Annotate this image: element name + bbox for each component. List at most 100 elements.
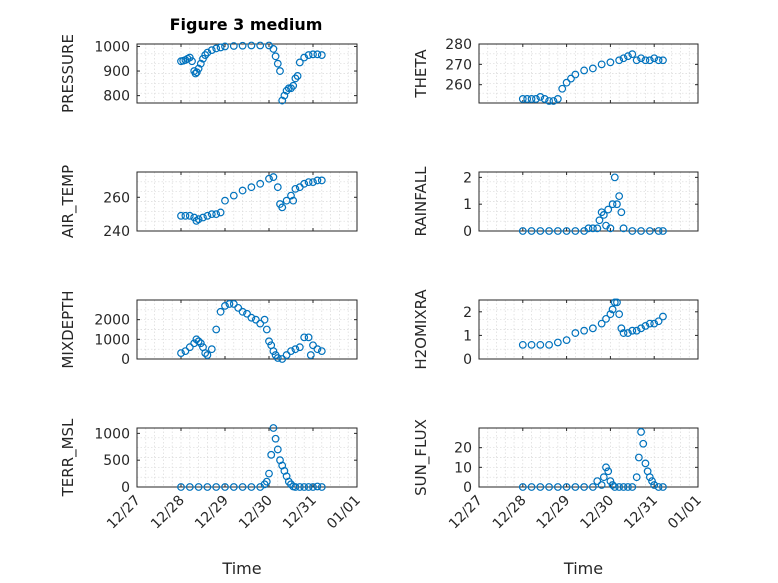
data-point bbox=[599, 473, 608, 482]
axes-frame bbox=[478, 43, 699, 104]
data-point bbox=[518, 340, 527, 349]
data-point bbox=[588, 483, 597, 491]
y-tick-label: 260 bbox=[445, 78, 472, 94]
y-axis-label: PRESSURE bbox=[59, 34, 77, 113]
data-point bbox=[273, 183, 282, 192]
data-point bbox=[229, 300, 238, 308]
data-point bbox=[632, 473, 641, 482]
data-point bbox=[313, 50, 322, 59]
data-point bbox=[584, 224, 593, 233]
y-tick-label: 0 bbox=[121, 352, 130, 368]
y-tick-label: 280 bbox=[445, 37, 472, 53]
data-point bbox=[221, 196, 229, 205]
x-tick-label: 01/01 bbox=[665, 493, 705, 533]
data-point bbox=[641, 322, 650, 330]
data-point bbox=[201, 51, 210, 59]
data-point bbox=[247, 183, 256, 192]
data-point bbox=[262, 477, 271, 486]
data-point bbox=[212, 325, 221, 334]
data-point bbox=[650, 481, 659, 489]
data-point bbox=[229, 191, 238, 200]
data-point bbox=[185, 483, 194, 491]
data-point bbox=[659, 56, 667, 65]
data-point bbox=[545, 483, 553, 491]
data-point bbox=[624, 329, 632, 337]
data-point bbox=[615, 56, 624, 65]
data-point bbox=[317, 176, 326, 185]
data-point bbox=[247, 313, 256, 322]
data-point bbox=[207, 345, 216, 354]
subplot-3: 240 260 AIR_TEMP bbox=[59, 165, 358, 240]
data-point bbox=[317, 483, 326, 491]
y-axis-label: TERR_MSL bbox=[59, 418, 78, 497]
data-point bbox=[604, 467, 613, 476]
data-point bbox=[273, 445, 282, 454]
data-point bbox=[659, 227, 667, 235]
data-point bbox=[604, 205, 613, 214]
data-point bbox=[641, 56, 650, 65]
data-point bbox=[536, 483, 545, 491]
figure-title: Figure 3 medium bbox=[170, 15, 323, 34]
y-tick-label: 2 bbox=[463, 305, 472, 321]
data-point bbox=[595, 216, 604, 225]
data-point bbox=[619, 329, 628, 337]
data-point bbox=[309, 50, 317, 59]
data-point bbox=[309, 483, 317, 491]
data-point bbox=[300, 179, 309, 188]
data-point bbox=[192, 335, 201, 344]
data-point bbox=[194, 337, 203, 346]
data-point bbox=[645, 227, 654, 235]
data-point bbox=[637, 54, 645, 63]
data-point bbox=[293, 72, 302, 80]
data-point bbox=[256, 41, 265, 50]
data-point bbox=[639, 439, 648, 448]
y-tick-label: 1 bbox=[463, 197, 472, 213]
data-point bbox=[300, 53, 309, 62]
x-tick-label: 12/28 bbox=[490, 493, 530, 533]
data-point bbox=[597, 60, 606, 69]
x-tick-label: 12/27 bbox=[446, 493, 486, 533]
data-point bbox=[309, 341, 317, 350]
grid-lines bbox=[479, 172, 698, 231]
y-tick-label: 0 bbox=[121, 480, 130, 496]
data-point bbox=[540, 95, 549, 103]
data-point bbox=[562, 336, 571, 345]
y-axis-label: SUN_FLUX bbox=[412, 419, 431, 496]
data-point bbox=[203, 211, 212, 220]
data-point bbox=[553, 338, 562, 347]
y-tick-label: 2000 bbox=[94, 313, 130, 329]
data-point bbox=[610, 298, 619, 307]
data-point bbox=[295, 343, 304, 352]
subplot-7: 0 500 1000 TERR_MSL 12/27 12/28 12/29 12/30 12/3… bbox=[59, 418, 364, 578]
data-point bbox=[289, 196, 298, 205]
data-point bbox=[267, 450, 276, 459]
data-point bbox=[273, 59, 282, 68]
data-point bbox=[571, 483, 580, 491]
data-point bbox=[624, 52, 632, 61]
data-point bbox=[523, 95, 532, 103]
y-tick-label: 0 bbox=[463, 480, 472, 496]
data-point bbox=[613, 200, 621, 209]
y-tick-label: 1000 bbox=[94, 39, 130, 55]
data-point bbox=[177, 483, 185, 491]
data-point bbox=[637, 227, 645, 235]
data-point bbox=[608, 200, 617, 209]
y-axis-label: MIXDEPTH bbox=[59, 290, 77, 368]
data-point bbox=[291, 345, 300, 354]
series-points bbox=[518, 298, 667, 349]
data-point bbox=[304, 178, 313, 187]
data-point bbox=[238, 307, 247, 316]
data-point bbox=[580, 66, 589, 75]
data-point bbox=[580, 326, 589, 335]
data-point bbox=[650, 319, 659, 328]
data-point bbox=[313, 176, 322, 185]
data-point bbox=[203, 351, 212, 359]
data-point bbox=[597, 319, 606, 328]
data-point bbox=[300, 333, 309, 342]
y-tick-label: 240 bbox=[103, 224, 130, 240]
data-point bbox=[251, 315, 260, 324]
data-point bbox=[648, 477, 656, 486]
data-point bbox=[313, 482, 322, 491]
data-point bbox=[545, 227, 553, 235]
data-point bbox=[654, 227, 663, 235]
